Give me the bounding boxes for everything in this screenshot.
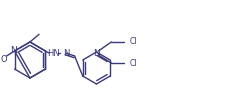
Text: O: O (0, 54, 7, 63)
Text: N: N (10, 46, 17, 55)
Text: Cl: Cl (129, 38, 137, 47)
Text: N: N (63, 49, 69, 58)
Text: Cl: Cl (129, 59, 137, 68)
Text: HN: HN (48, 49, 60, 58)
Text: N: N (93, 49, 100, 57)
